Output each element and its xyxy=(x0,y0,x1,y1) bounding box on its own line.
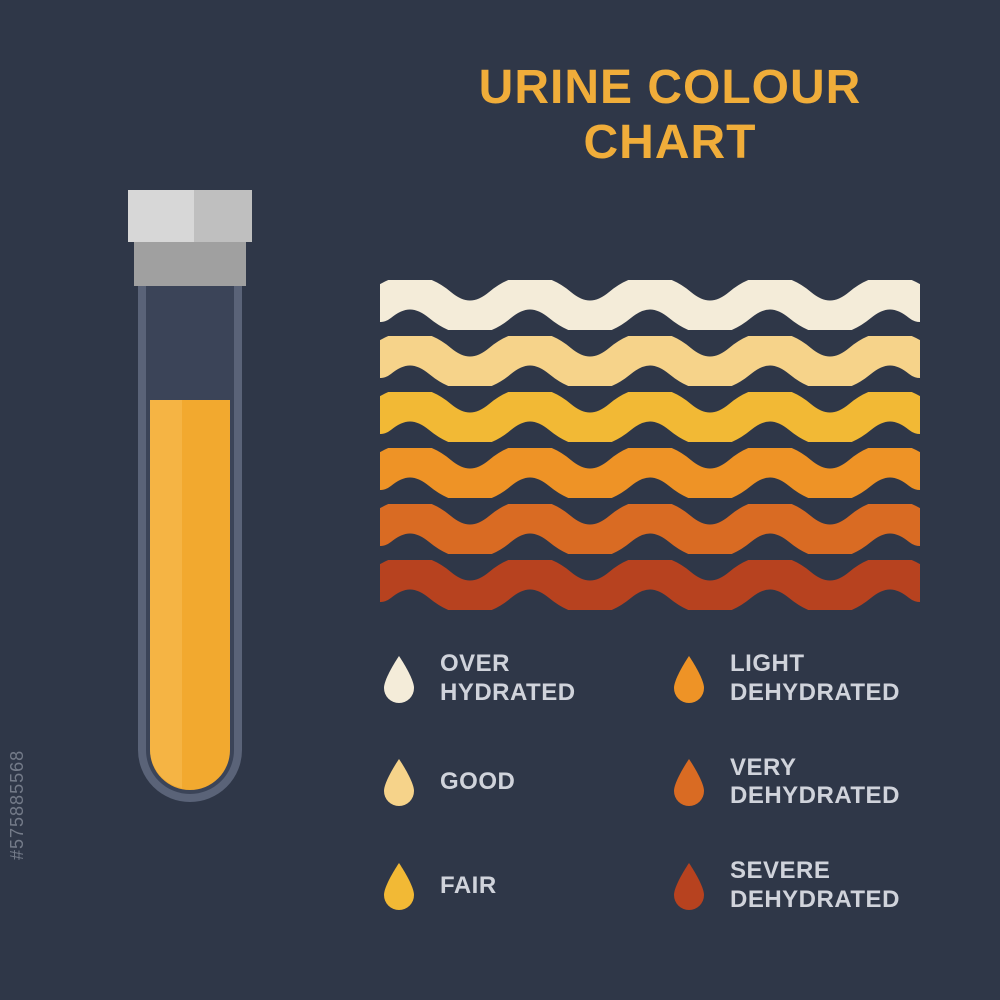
color-waves xyxy=(380,280,920,616)
wave-6 xyxy=(380,560,920,610)
legend-good: GOOD xyxy=(380,754,650,812)
wave-5 xyxy=(380,504,920,554)
wave-2 xyxy=(380,336,920,386)
drop-icon xyxy=(670,654,708,704)
wave-3 xyxy=(380,392,920,442)
wave-4 xyxy=(380,448,920,498)
title-line-2: CHART xyxy=(584,116,757,169)
wave-1 xyxy=(380,280,920,330)
legend-light-dehydrated: LIGHT DEHYDRATED xyxy=(670,650,940,708)
chart-title: URINE COLOUR CHART xyxy=(400,60,940,170)
tube-liquid-highlight xyxy=(150,400,182,788)
legend-over-hydrated: OVER HYDRATED xyxy=(380,650,650,708)
title-line-1: URINE COLOUR xyxy=(479,61,862,114)
legend-label: FAIR xyxy=(440,872,497,901)
legend-very-dehydrated: VERY DEHYDRATED xyxy=(670,754,940,812)
legend: OVER HYDRATED LIGHT DEHYDRATED GOOD VERY… xyxy=(380,650,940,915)
tube-cap-shade xyxy=(194,190,252,242)
legend-label: OVER HYDRATED xyxy=(440,650,576,708)
legend-label: GOOD xyxy=(440,768,515,797)
legend-label: SEVERE DEHYDRATED xyxy=(730,857,900,915)
watermark-text: #575885568 xyxy=(7,750,28,860)
drop-icon xyxy=(380,861,418,911)
legend-severe-dehydrated: SEVERE DEHYDRATED xyxy=(670,857,940,915)
test-tube xyxy=(110,190,270,830)
drop-icon xyxy=(380,654,418,704)
drop-icon xyxy=(380,757,418,807)
drop-icon xyxy=(670,861,708,911)
drop-icon xyxy=(670,757,708,807)
legend-label: LIGHT DEHYDRATED xyxy=(730,650,900,708)
infographic-canvas: URINE COLOUR CHART xyxy=(0,0,1000,1000)
legend-fair: FAIR xyxy=(380,857,650,915)
legend-label: VERY DEHYDRATED xyxy=(730,754,900,812)
